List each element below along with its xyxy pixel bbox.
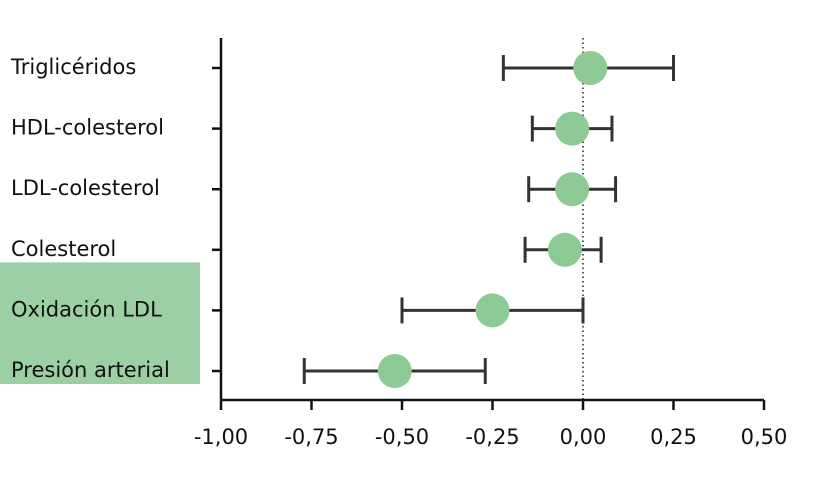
category-label: Oxidación LDL [11, 297, 162, 321]
point [547, 232, 582, 267]
point [475, 293, 510, 328]
point [573, 51, 608, 85]
x-tick-label: -1,00 [194, 425, 248, 449]
category-label: Presión arterial [11, 358, 170, 382]
point [555, 172, 590, 207]
row-highlight [0, 323, 200, 384]
category-label: Colesterol [11, 237, 116, 261]
x-tick-label: 0,00 [560, 425, 607, 449]
x-tick-label: 0,50 [741, 425, 788, 449]
row-highlight [0, 262, 200, 324]
x-tick-label: -0,50 [375, 425, 429, 449]
point [555, 111, 590, 146]
category-label: Triglicéridos [10, 55, 136, 79]
x-tick-label: -0,75 [284, 425, 338, 449]
x-tick-label: -0,25 [465, 425, 519, 449]
category-label: LDL-colesterol [11, 176, 160, 200]
category-label: HDL-colesterol [11, 116, 164, 140]
point [377, 354, 412, 388]
x-tick-label: 0,25 [650, 425, 697, 449]
